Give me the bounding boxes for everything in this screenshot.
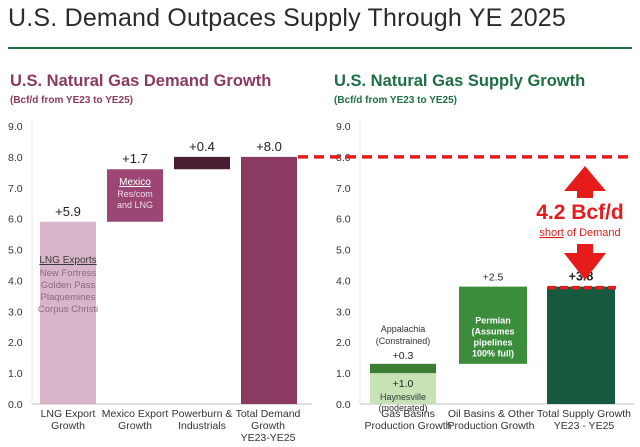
y-tick-label: 9.0 [8, 121, 23, 133]
y-tick-label: 7.0 [8, 183, 23, 195]
permian-value-label: +2.5 [483, 272, 504, 284]
supply-bar-permian [459, 286, 527, 364]
x-category-label: Gas Basins [381, 408, 435, 420]
gap-arrow-up-icon [564, 166, 606, 191]
demand-bar-1 [40, 221, 96, 404]
haynesville-value-label: +1.0 [393, 378, 414, 390]
lng-inner-line: Plaquemines [41, 292, 96, 303]
y-tick-label: 1.0 [336, 368, 351, 380]
gap-caption: short of Demand [539, 227, 620, 239]
haynesville-inner-line: (moderated) [378, 403, 427, 413]
gap-arrow-down-icon [564, 253, 606, 280]
y-tick-label: 7.0 [336, 183, 351, 195]
x-category-label: Production Growth [448, 420, 535, 432]
lng-inner-line: New Fortress [40, 268, 97, 279]
permian-inner-line: 100% full) [472, 349, 514, 359]
x-category-label: Powerburn & [172, 408, 233, 420]
page-title: U.S. Demand Outpaces Supply Through YE 2… [8, 4, 567, 32]
demand-bar-value-label: +0.4 [189, 139, 215, 154]
permian-inner-line: Permian [475, 316, 511, 326]
mexico-inner-title: Mexico [119, 177, 151, 188]
x-category-label: Growth [251, 420, 285, 432]
y-tick-label: 9.0 [336, 121, 351, 133]
y-tick-label: 5.0 [336, 245, 351, 257]
panel-title: U.S. Natural Gas Demand Growth [10, 72, 271, 90]
permian-inner-line: (Assumes [471, 327, 514, 337]
x-category-label: LNG Export [41, 408, 96, 420]
lng-inner-line: Golden Pass [41, 280, 96, 291]
demand-chart: U.S. Natural Gas Demand Growth (Bcf/d fro… [8, 72, 312, 444]
gap-arrow-down-shaft [577, 244, 593, 254]
demand-bar-value-label: +1.7 [122, 151, 148, 166]
gap-amount-label: 4.2 Bcf/d [536, 201, 624, 224]
permian-inner-line: pipelines [473, 338, 512, 348]
appalachia-caption-line: Appalachia [381, 324, 426, 334]
y-tick-label: 0.0 [336, 399, 351, 411]
supply-bar-haynesville [370, 373, 436, 404]
x-category-label: Industrials [178, 420, 226, 432]
y-tick-label: 0.0 [8, 399, 23, 411]
gap-label-bg [523, 198, 635, 222]
lng-inner-line: Corpus Christi [38, 304, 98, 315]
y-tick-label: 3.0 [8, 306, 23, 318]
supply-chart: U.S. Natural Gas Supply Growth (Bcf/d fro… [334, 72, 634, 432]
x-category-label: Production Growth [365, 420, 452, 432]
appalachia-caption-line: (Constrained) [376, 336, 431, 346]
title-divider [8, 47, 632, 49]
y-tick-label: 6.0 [8, 214, 23, 226]
demand-bar-2 [107, 169, 163, 222]
y-tick-label: 8.0 [8, 152, 23, 164]
y-tick-label: 4.0 [336, 275, 351, 287]
y-tick-label: 2.0 [336, 337, 351, 349]
y-tick-label: 4.0 [8, 275, 23, 287]
panel-title: U.S. Natural Gas Supply Growth [334, 72, 585, 90]
demand-bar-4 [241, 156, 297, 404]
gap-caption-link[interactable]: short [539, 227, 563, 239]
x-category-label: Total Supply Growth [537, 408, 631, 420]
x-category-label: YE23 - YE25 [554, 420, 615, 432]
gap-annotation: 4.2 Bcf/d short of Demand [298, 155, 635, 290]
gap-caption-rest: of Demand [564, 227, 621, 239]
panel-subtitle: (Bcf/d from YE23 to YE25) [334, 95, 457, 106]
y-tick-label: 8.0 [336, 152, 351, 164]
supply-bar-appalachia [370, 363, 436, 374]
panel-subtitle: (Bcf/d from YE23 to YE25) [10, 95, 133, 106]
demand-bar-value-label: +5.9 [55, 204, 81, 219]
y-tick-label: 6.0 [336, 214, 351, 226]
y-tick-label: 2.0 [8, 337, 23, 349]
mexico-inner-line: and LNG [117, 200, 153, 210]
y-tick-label: 3.0 [336, 306, 351, 318]
demand-bar-value-label: +8.0 [256, 139, 282, 154]
mexico-inner-line: Res/com [117, 189, 153, 199]
gap-arrow-up-shaft [577, 190, 593, 200]
y-tick-label: 1.0 [8, 368, 23, 380]
supply-bar-total [547, 286, 615, 404]
x-category-label: Growth [118, 420, 152, 432]
x-category-label: Oil Basins & Other [448, 408, 535, 420]
x-category-label: YE23-YE25 [241, 432, 296, 444]
demand-bar-3 [174, 156, 230, 170]
x-category-label: Growth [51, 420, 85, 432]
haynesville-inner-line: Haynesville [380, 392, 426, 402]
x-category-label: Mexico Export [102, 408, 169, 420]
lng-inner-title: LNG Exports [39, 255, 96, 266]
x-category-label: Total Demand [236, 408, 301, 420]
y-tick-label: 5.0 [8, 245, 23, 257]
appalachia-value-label: +0.3 [393, 350, 414, 362]
